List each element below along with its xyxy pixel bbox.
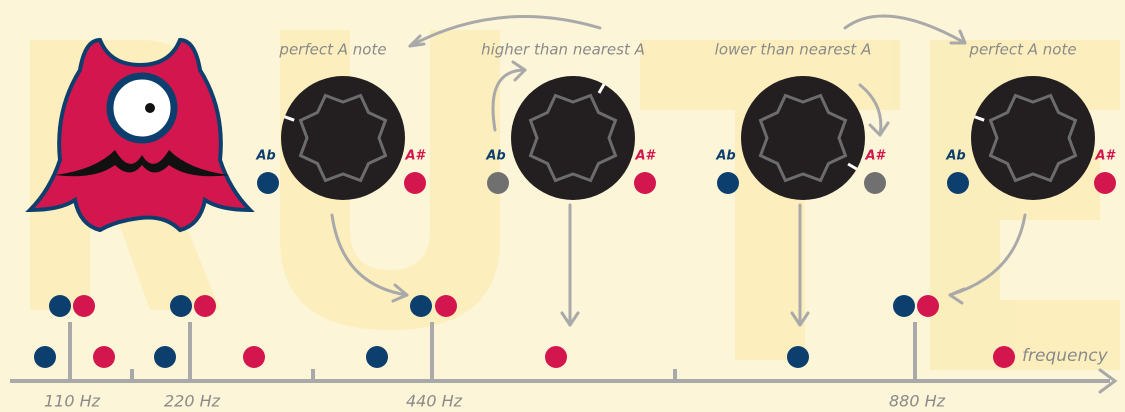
- knob-pattern: [988, 93, 1078, 183]
- freq-label: 110 Hz: [44, 392, 101, 411]
- knob-pattern: [758, 93, 848, 183]
- knob-caption: higher than nearest A: [481, 41, 645, 59]
- arrows: [330, 14, 1027, 327]
- note-label: A#: [634, 149, 656, 164]
- note-label: A#: [404, 149, 426, 164]
- note-label: A#: [864, 149, 886, 164]
- note-label: Ab: [945, 149, 965, 164]
- knob-caption: perfect A note: [968, 41, 1076, 59]
- note-dot: [864, 172, 886, 194]
- note-dot: [487, 172, 509, 194]
- note-label: Ab: [715, 149, 735, 164]
- note-label: Ab: [485, 149, 505, 164]
- note-dot: [404, 172, 426, 194]
- knob-pattern: [528, 93, 618, 183]
- monster: [25, 37, 255, 233]
- knob: [971, 76, 1095, 200]
- knob-pattern: [298, 93, 388, 183]
- note-dot: [634, 172, 656, 194]
- knob-indicator: [974, 115, 985, 122]
- note-label: A#: [1094, 149, 1116, 164]
- note-dot: [717, 172, 739, 194]
- knob: [281, 76, 405, 200]
- knob: [511, 76, 635, 200]
- axis: 110 Hz 220 Hz 440 Hz 880 Hz frequency: [10, 295, 1118, 411]
- axis-title: frequency: [1022, 346, 1109, 366]
- knob-indicator: [847, 162, 858, 171]
- note-label: Ab: [255, 149, 275, 164]
- knob-indicator: [597, 83, 606, 94]
- note-dot: [947, 172, 969, 194]
- freq-label: 880 Hz: [889, 392, 946, 411]
- note-dot: [257, 172, 279, 194]
- knob-caption: lower than nearest A: [715, 41, 872, 59]
- knobs: perfect A note Ab A# higher than nearest A A…: [255, 41, 1117, 200]
- knob: [741, 76, 865, 200]
- knob-indicator: [284, 115, 295, 122]
- note-dot: [1094, 172, 1116, 194]
- freq-label: 440 Hz: [406, 392, 463, 411]
- knob-caption: perfect A note: [278, 41, 386, 59]
- freq-label: 220 Hz: [164, 392, 221, 411]
